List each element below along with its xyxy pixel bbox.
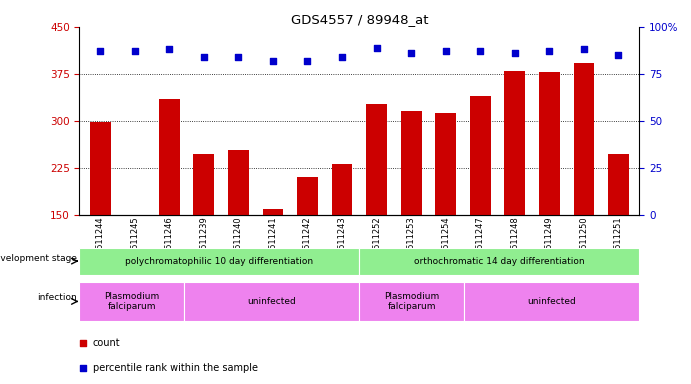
Bar <box>359 282 464 321</box>
Bar <box>193 154 214 215</box>
Point <box>302 58 313 64</box>
Bar <box>504 71 525 215</box>
Point <box>267 58 278 64</box>
Bar <box>435 113 456 215</box>
Text: uninfected: uninfected <box>527 297 576 306</box>
Point <box>95 48 106 55</box>
Bar <box>297 177 318 215</box>
Point <box>509 50 520 56</box>
Bar <box>359 248 639 275</box>
Point <box>613 52 624 58</box>
Text: uninfected: uninfected <box>247 297 296 306</box>
Point <box>233 54 244 60</box>
Text: Plasmodium
falciparum: Plasmodium falciparum <box>384 292 439 311</box>
Text: Plasmodium
falciparum: Plasmodium falciparum <box>104 292 160 311</box>
Point <box>406 50 417 56</box>
Bar <box>79 248 359 275</box>
Point <box>578 46 589 53</box>
Bar <box>263 209 283 215</box>
Point <box>371 45 382 51</box>
Text: count: count <box>93 338 120 348</box>
Title: GDS4557 / 89948_at: GDS4557 / 89948_at <box>291 13 428 26</box>
Point <box>544 48 555 55</box>
Point <box>129 48 140 55</box>
Bar <box>464 282 639 321</box>
Bar <box>228 151 249 215</box>
Bar <box>608 154 629 215</box>
Point <box>337 54 348 60</box>
Bar <box>539 72 560 215</box>
Point <box>164 46 175 53</box>
Text: polychromatophilic 10 day differentiation: polychromatophilic 10 day differentiatio… <box>125 257 314 266</box>
Point <box>475 48 486 55</box>
Bar <box>332 164 352 215</box>
Bar <box>159 99 180 215</box>
Bar <box>366 104 387 215</box>
Bar <box>470 96 491 215</box>
Bar <box>574 63 594 215</box>
Text: percentile rank within the sample: percentile rank within the sample <box>93 362 258 373</box>
Text: infection: infection <box>37 293 77 302</box>
Point <box>77 365 88 371</box>
Bar <box>90 122 111 215</box>
Point <box>198 54 209 60</box>
Text: orthochromatic 14 day differentiation: orthochromatic 14 day differentiation <box>414 257 585 266</box>
Bar <box>79 282 184 321</box>
Point <box>77 340 88 346</box>
Bar <box>401 111 422 215</box>
Bar <box>184 282 359 321</box>
Text: development stage: development stage <box>0 254 77 263</box>
Point <box>440 48 451 55</box>
